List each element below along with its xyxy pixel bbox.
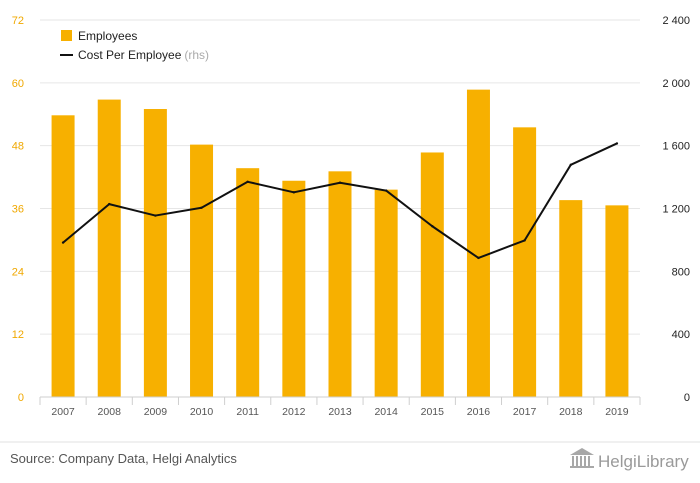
y-left-tick-label: 0 bbox=[18, 392, 24, 404]
point-cost-per-employee-2017 bbox=[523, 239, 526, 242]
y-left-tick-label: 72 bbox=[12, 15, 24, 27]
y-right-tick-label: 1 200 bbox=[662, 204, 690, 216]
x-tick-label: 2012 bbox=[282, 406, 306, 418]
y-right-tick-label: 800 bbox=[672, 266, 690, 278]
y-left-tick-label: 12 bbox=[12, 329, 24, 341]
bar-employees-2017 bbox=[513, 127, 537, 398]
point-cost-per-employee-2007 bbox=[61, 241, 65, 244]
bar-employees-2010 bbox=[190, 144, 214, 397]
y-left-tick-label: 60 bbox=[12, 78, 24, 90]
point-cost-per-employee-2013 bbox=[338, 181, 342, 184]
x-tick-label: 2019 bbox=[605, 406, 629, 418]
point-cost-per-employee-2010 bbox=[200, 206, 203, 209]
legend-label-employees: Employees bbox=[78, 29, 137, 43]
point-cost-per-employee-2012 bbox=[292, 191, 296, 194]
brand-name: HelgiLibrary bbox=[598, 452, 689, 471]
point-cost-per-employee-2008 bbox=[108, 202, 111, 206]
y-right-tick-label: 2 400 bbox=[662, 15, 690, 27]
bar-employees-2012 bbox=[282, 180, 306, 397]
y-right-tick-label: 1 600 bbox=[662, 141, 690, 153]
x-tick-label: 2009 bbox=[144, 406, 168, 418]
x-tick-label: 2008 bbox=[98, 406, 122, 418]
source-text: Source: Company Data, Helgi Analytics bbox=[10, 451, 237, 466]
legend-label-cost-per-employee: Cost Per Employee (rhs) bbox=[78, 48, 209, 62]
x-tick-label: 2017 bbox=[513, 406, 537, 418]
x-tick-label: 2011 bbox=[236, 406, 259, 418]
point-cost-per-employee-2015 bbox=[431, 225, 434, 228]
line-series-cost-per-employee bbox=[61, 142, 619, 260]
x-tick-label: 2010 bbox=[190, 406, 214, 418]
point-cost-per-employee-2009 bbox=[154, 214, 157, 217]
y-left-tick-label: 48 bbox=[12, 141, 24, 153]
point-cost-per-employee-2019 bbox=[615, 142, 619, 145]
bar-employees-2009 bbox=[143, 109, 167, 397]
x-tick-label: 2018 bbox=[559, 406, 583, 418]
legend-label-cost-text: Cost Per Employee bbox=[78, 48, 182, 62]
x-tick-label: 2016 bbox=[467, 406, 491, 418]
bar-employees-2014 bbox=[374, 189, 398, 397]
y-right-tick-label: 2 000 bbox=[662, 78, 690, 90]
axes: 0 0 12 400 24 800 36 1 200 48 1 600 60 2 000 72 2 400… bbox=[12, 15, 690, 418]
legend-label-rhs: (rhs) bbox=[184, 48, 209, 62]
x-tick-label: 2007 bbox=[51, 406, 75, 418]
legend-swatch-employees bbox=[61, 30, 72, 41]
bar-employees-2008 bbox=[97, 99, 121, 397]
bar-employees-2015 bbox=[420, 152, 444, 397]
point-cost-per-employee-2016 bbox=[477, 256, 480, 260]
bar-employees-2013 bbox=[328, 171, 352, 397]
bar-employees-2019 bbox=[605, 205, 629, 397]
bar-series-employees bbox=[51, 89, 629, 398]
legend: Employees Cost Per Employee (rhs) bbox=[60, 29, 209, 62]
point-cost-per-employee-2011 bbox=[246, 180, 249, 183]
y-right-tick-label: 400 bbox=[672, 329, 690, 341]
library-building-icon bbox=[570, 448, 594, 468]
bar-employees-2018 bbox=[559, 200, 583, 397]
bar-employees-2016 bbox=[466, 89, 490, 398]
x-tick-label: 2015 bbox=[421, 406, 445, 418]
bar-employees-2007 bbox=[51, 115, 75, 397]
point-cost-per-employee-2014 bbox=[384, 189, 388, 192]
x-tick-label: 2013 bbox=[328, 406, 352, 418]
y-left-tick-label: 24 bbox=[12, 266, 24, 278]
y-left-tick-label: 36 bbox=[12, 204, 24, 216]
bar-employees-2011 bbox=[236, 168, 260, 397]
y-right-tick-label: 0 bbox=[684, 392, 690, 404]
x-tick-label: 2014 bbox=[374, 406, 398, 418]
point-cost-per-employee-2018 bbox=[569, 163, 572, 167]
brand-logo: HelgiLibrary bbox=[570, 448, 689, 471]
